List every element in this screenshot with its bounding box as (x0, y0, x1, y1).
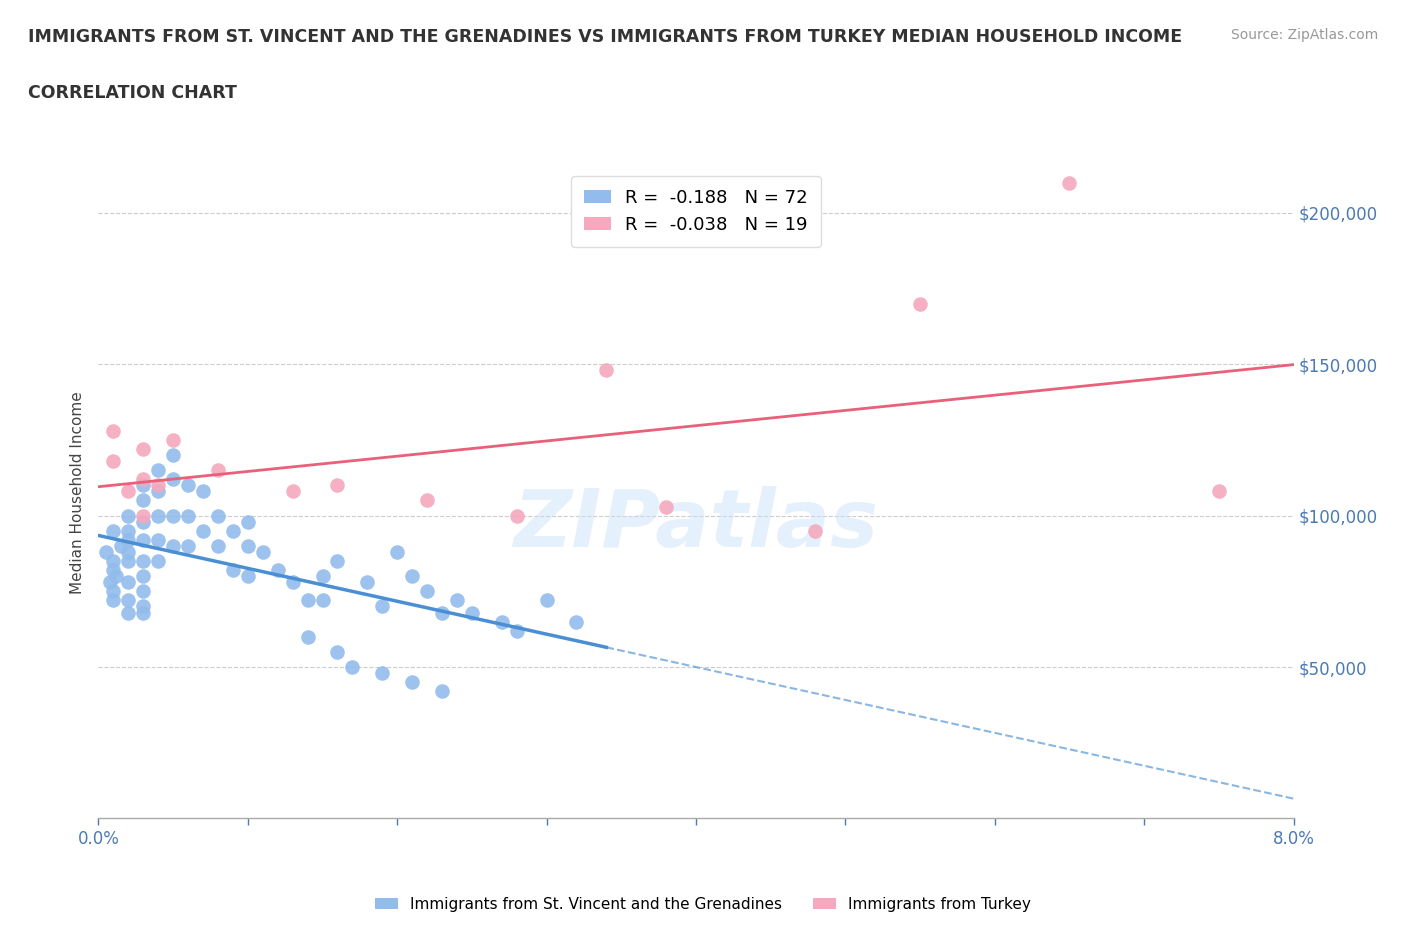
Point (236, 538, 259, 553)
Point (132, 605, 155, 620)
Point (297, 630, 319, 644)
Point (148, 478, 170, 493)
Point (110, 538, 132, 553)
Point (162, 538, 184, 553)
Point (94, 544, 117, 559)
Point (191, 484, 214, 498)
Point (297, 593, 319, 608)
Point (117, 575, 139, 590)
Point (908, 297, 931, 312)
Text: CORRELATION CHART: CORRELATION CHART (28, 84, 238, 101)
Point (132, 514, 155, 529)
Point (446, 593, 468, 608)
Point (103, 563, 125, 578)
Point (117, 553, 139, 568)
Point (207, 508, 229, 523)
Point (536, 593, 558, 608)
Point (117, 532, 139, 547)
Text: IMMIGRANTS FROM ST. VINCENT AND THE GRENADINES VS IMMIGRANTS FROM TURKEY MEDIAN : IMMIGRANTS FROM ST. VINCENT AND THE GREN… (28, 28, 1182, 46)
Point (177, 478, 200, 493)
Point (162, 508, 184, 523)
Point (430, 605, 453, 620)
Point (132, 478, 155, 493)
Point (222, 563, 245, 578)
Point (222, 524, 245, 538)
Point (401, 569, 423, 584)
Point (371, 666, 394, 681)
Legend: Immigrants from St. Vincent and the Grenadines, Immigrants from Turkey: Immigrants from St. Vincent and the Gren… (368, 891, 1038, 918)
Point (162, 432, 184, 447)
Y-axis label: Median Household Income: Median Household Income (69, 392, 84, 594)
Point (236, 569, 259, 584)
Point (132, 472, 155, 486)
Point (103, 584, 125, 599)
Point (565, 614, 588, 629)
Point (506, 508, 529, 523)
Point (98, 575, 122, 590)
Point (207, 463, 229, 478)
Point (103, 553, 125, 568)
Point (430, 684, 453, 698)
Point (191, 524, 214, 538)
Point (326, 644, 349, 659)
Point (311, 593, 333, 608)
Point (148, 508, 170, 523)
Point (311, 569, 333, 584)
Point (162, 447, 184, 462)
Point (804, 524, 827, 538)
Point (132, 584, 155, 599)
Point (1208, 484, 1230, 498)
Point (461, 605, 484, 620)
Point (132, 532, 155, 547)
Point (148, 463, 170, 478)
Legend: R =  -0.188   N = 72, R =  -0.038   N = 19: R = -0.188 N = 72, R = -0.038 N = 19 (571, 177, 821, 246)
Point (132, 569, 155, 584)
Point (1059, 175, 1081, 190)
Point (326, 553, 349, 568)
Point (655, 499, 678, 514)
Point (177, 538, 200, 553)
Point (385, 544, 409, 559)
Point (356, 575, 378, 590)
Point (132, 442, 155, 457)
Point (371, 599, 394, 614)
Point (401, 674, 423, 689)
Point (236, 514, 259, 529)
Point (103, 593, 125, 608)
Point (326, 478, 349, 493)
Point (342, 659, 364, 674)
Point (117, 508, 139, 523)
Point (207, 538, 229, 553)
Point (132, 508, 155, 523)
Point (132, 493, 155, 508)
Point (103, 423, 125, 438)
Point (132, 553, 155, 568)
Point (491, 614, 513, 629)
Point (281, 484, 304, 498)
Point (132, 599, 155, 614)
Text: Source: ZipAtlas.com: Source: ZipAtlas.com (1230, 28, 1378, 42)
Point (117, 544, 139, 559)
Point (267, 563, 290, 578)
Point (148, 484, 170, 498)
Point (281, 575, 304, 590)
Point (506, 623, 529, 638)
Point (148, 532, 170, 547)
Point (177, 508, 200, 523)
Point (117, 593, 139, 608)
Point (416, 584, 439, 599)
Point (105, 569, 128, 584)
Point (103, 454, 125, 469)
Point (252, 544, 274, 559)
Point (416, 493, 439, 508)
Point (117, 524, 139, 538)
Point (162, 472, 184, 486)
Point (117, 484, 139, 498)
Point (595, 363, 617, 378)
Text: ZIPatlas: ZIPatlas (513, 486, 879, 565)
Point (148, 553, 170, 568)
Point (117, 605, 139, 620)
Point (103, 524, 125, 538)
